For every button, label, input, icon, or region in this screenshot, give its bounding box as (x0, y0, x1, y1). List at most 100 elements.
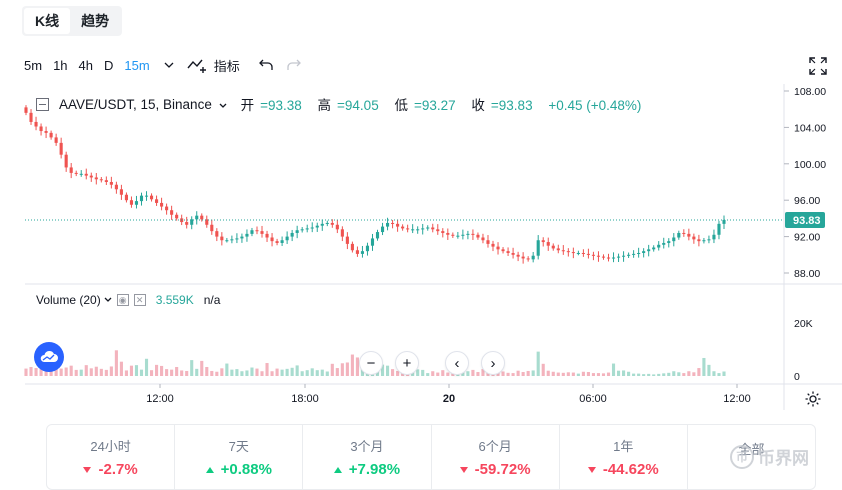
perf-label: 1年 (613, 439, 634, 454)
volume-bar (657, 373, 661, 376)
volume-bar (74, 369, 78, 376)
timeframe-1h[interactable]: 1h (53, 57, 68, 73)
volume-bar (129, 365, 134, 376)
volume-bar (526, 370, 530, 376)
volume-bar (647, 373, 651, 376)
candle-body (139, 195, 144, 202)
volume-bar (536, 351, 540, 376)
perf-24h[interactable]: 24小时 -2.7% (47, 425, 176, 489)
volume-bar (692, 372, 696, 376)
perf-7d[interactable]: 7天 +0.88% (175, 425, 304, 489)
timeframe-5m[interactable]: 5m (24, 57, 43, 73)
symbol-selector[interactable]: AAVE/USDT, 15, Binance (59, 97, 227, 112)
cloud-logo-icon[interactable] (34, 342, 64, 372)
timeframe-4h[interactable]: 4h (78, 57, 93, 73)
volume-bar (682, 373, 686, 376)
close-icon[interactable]: ✕ (133, 294, 146, 306)
volume-bar (300, 371, 304, 376)
down-triangle-icon (83, 466, 92, 473)
volume-bar (109, 366, 113, 376)
candle-body (717, 223, 721, 235)
volume-bar (34, 368, 38, 376)
perf-value: -44.62% (587, 461, 659, 478)
candle-body (526, 258, 530, 260)
volume-bar (561, 372, 565, 376)
volume-bar (325, 371, 329, 376)
candle-body (69, 167, 73, 173)
up-triangle-icon (333, 466, 342, 473)
price-chart[interactable]: 108.00 104.00 100.00 96.00 92.00 88.00 20K 0 12:… (0, 84, 842, 410)
candle-body (245, 233, 249, 237)
perf-1y[interactable]: 1年 -44.62% (560, 425, 688, 489)
eye-icon[interactable]: ◉ (116, 294, 129, 306)
volume-bar (260, 371, 264, 376)
volume-bar (195, 368, 199, 376)
watermark-text: 币界网 (758, 449, 809, 468)
candle-body (632, 253, 636, 255)
tab-kline[interactable]: K线 (24, 8, 71, 34)
volume-ma-value: n/a (203, 293, 221, 307)
chevron-down-icon[interactable] (104, 297, 112, 303)
gear-icon[interactable] (804, 390, 822, 413)
candle-body (642, 251, 646, 253)
volume-bar (134, 365, 139, 376)
volume-bar (54, 367, 58, 376)
chevron-down-icon[interactable] (161, 57, 177, 73)
timeframe-selected[interactable]: 15m (124, 57, 150, 73)
candle-body (275, 241, 279, 243)
high-label: 高 (317, 98, 332, 113)
timeframe-d[interactable]: D (104, 57, 114, 73)
volume-bar (160, 365, 164, 376)
volume-bar (315, 370, 319, 376)
scroll-right-button[interactable]: › (481, 351, 505, 375)
zoom-in-button[interactable]: + (395, 351, 419, 375)
perf-3m[interactable]: 3个月 +7.98% (303, 425, 432, 489)
candle-body (501, 249, 505, 252)
perf-6m[interactable]: 6个月 -59.72% (432, 425, 560, 489)
candle-body (114, 184, 118, 190)
perf-label: 3个月 (350, 439, 384, 454)
volume-bar (606, 372, 611, 376)
candle-body (220, 236, 224, 241)
candle-body (149, 195, 154, 200)
volume-bar (581, 371, 585, 376)
volume-bar (511, 373, 515, 376)
collapse-legend-icon[interactable] (36, 97, 49, 111)
redo-icon[interactable] (286, 58, 302, 72)
volume-bar (576, 373, 580, 376)
volume-bar (64, 367, 68, 376)
watermark-icon: 币 (730, 444, 754, 469)
volume-bar (687, 371, 691, 376)
volume-bar (601, 373, 606, 376)
volume-bar (722, 371, 726, 376)
candle-body (94, 177, 98, 180)
candle-body (109, 182, 113, 185)
volume-bar (697, 368, 701, 376)
candle-body (265, 233, 269, 238)
candle-body (190, 219, 194, 225)
volume-bar (385, 365, 390, 376)
fullscreen-icon[interactable] (808, 56, 828, 81)
zoom-out-button[interactable]: − (359, 351, 383, 375)
volume-bar (481, 369, 485, 376)
candle-body (672, 237, 676, 242)
candle-body (586, 253, 590, 255)
candle-body (471, 233, 475, 235)
tab-trend[interactable]: 趋势 (81, 13, 110, 29)
candle-body (521, 256, 525, 259)
volume-bar (355, 357, 359, 376)
candle-body (576, 252, 580, 254)
scroll-left-button[interactable]: ‹ (445, 351, 469, 375)
low-value: =93.27 (413, 98, 456, 113)
indicators-button[interactable]: 指标 (187, 56, 240, 75)
volume-bar (170, 369, 174, 376)
volume-bar (149, 370, 154, 376)
candle-body (581, 252, 585, 254)
undo-icon[interactable] (258, 58, 274, 72)
volume-bar (119, 361, 123, 376)
candle-body (652, 247, 656, 250)
candle-body (360, 251, 365, 254)
volume-bar (541, 363, 545, 376)
candle-body (446, 232, 450, 235)
current-price-tag (785, 211, 825, 228)
